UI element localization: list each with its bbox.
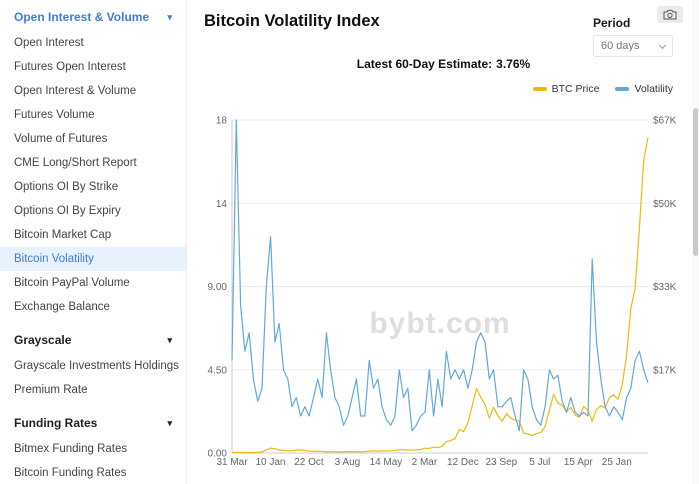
chevron-down-icon: ▾ xyxy=(167,335,172,345)
x-axis-tick-label: 31 Mar xyxy=(216,457,248,468)
legend-label: BTC Price xyxy=(551,83,600,95)
section-header-open-interest-volume[interactable]: Open Interest & Volume ▾ xyxy=(0,2,186,31)
sidebar: Open Interest & Volume ▾ Open Interest F… xyxy=(0,0,187,484)
left-axis-tick-label: 0.00 xyxy=(208,449,228,460)
left-axis-tick-label: 4.50 xyxy=(208,365,228,376)
legend-btc-price[interactable]: BTC Price xyxy=(532,83,600,95)
sidebar-item-futures-open-interest[interactable]: Futures Open Interest xyxy=(14,61,126,73)
x-axis-tick-label: 10 Jan xyxy=(255,457,285,468)
sidebar-item-bitcoin-paypal-volume[interactable]: Bitcoin PayPal Volume xyxy=(14,277,130,289)
volatility-marker-icon xyxy=(615,87,630,91)
volatility-line xyxy=(231,119,649,432)
left-axis-tick-label: 9.00 xyxy=(208,282,228,293)
sidebar-item-exchange-balance[interactable]: Exchange Balance xyxy=(14,301,110,313)
period-select[interactable]: 60 days xyxy=(593,35,673,57)
chevron-down-icon: ▾ xyxy=(167,418,172,428)
btc-price-marker-icon xyxy=(532,87,547,91)
x-axis-tick-label: 3 Aug xyxy=(335,457,361,468)
sidebar-item-bitcoin-volatility[interactable]: Bitcoin Volatility xyxy=(0,247,186,271)
sidebar-section-grayscale: Grayscale ▾ Grayscale Investments Holdin… xyxy=(0,325,186,402)
screenshot-button[interactable] xyxy=(657,6,683,23)
sidebar-item-options-oi-by-expiry[interactable]: Options OI By Expiry xyxy=(14,205,121,217)
left-axis-tick-label: 14 xyxy=(216,199,228,210)
estimate-value: 3.76% xyxy=(496,57,531,71)
sidebar-item-grayscale-investments-holdings[interactable]: Grayscale Investments Holdings xyxy=(14,360,179,372)
scrollbar[interactable] xyxy=(692,0,699,484)
x-axis-tick-label: 5 Jul xyxy=(529,457,550,468)
chevron-down-icon xyxy=(658,41,667,49)
x-axis-tick-label: 25 Jan xyxy=(602,457,632,468)
x-axis-tick-label: 14 May xyxy=(370,457,403,468)
watermark-text: bybt.com xyxy=(369,307,510,340)
period-control: Period 60 days xyxy=(593,16,673,57)
btc-price-line xyxy=(231,137,649,454)
camera-icon xyxy=(663,9,677,20)
sidebar-item-futures-volume[interactable]: Futures Volume xyxy=(14,109,95,121)
estimate-prefix: Latest 60-Day Estimate: xyxy=(356,57,493,71)
right-axis-tick-label: $67K xyxy=(653,116,677,127)
chevron-down-icon: ▾ xyxy=(167,12,172,22)
x-axis-tick-label: 22 Oct xyxy=(294,457,324,468)
left-axis-tick-label: 18 xyxy=(216,116,228,127)
x-axis-tick-label: 2 Mar xyxy=(412,457,438,468)
sidebar-section-funding-rates: Funding Rates ▾ Bitmex Funding Rates Bit… xyxy=(0,408,186,484)
sidebar-item-options-oi-by-strike[interactable]: Options OI By Strike xyxy=(14,181,119,193)
page-title: Bitcoin Volatility Index xyxy=(204,12,380,30)
section-label: Open Interest & Volume xyxy=(14,10,150,24)
sidebar-item-volume-of-futures[interactable]: Volume of Futures xyxy=(14,133,108,145)
sidebar-section-open-interest-volume: Open Interest & Volume ▾ Open Interest F… xyxy=(0,2,186,319)
x-axis-tick-label: 15 Apr xyxy=(564,457,594,468)
legend-label: Volatility xyxy=(634,83,673,95)
sidebar-item-open-interest-and-volume[interactable]: Open Interest & Volume xyxy=(14,85,137,97)
period-value: 60 days xyxy=(601,40,640,52)
x-axis-tick-label: 12 Dec xyxy=(447,457,479,468)
volatility-chart[interactable]: 0.00 4.50 9.00 14 18 $17K $33K $50K $67K 31 Mar 10… xyxy=(198,98,690,470)
chart-legend: BTC Price Volatility xyxy=(532,83,673,95)
legend-volatility[interactable]: Volatility xyxy=(615,83,673,95)
estimate-text: Latest 60-Day Estimate: 3.76% xyxy=(188,57,699,71)
sidebar-item-bitcoin-market-cap[interactable]: Bitcoin Market Cap xyxy=(14,229,112,241)
right-axis-tick-label: $33K xyxy=(653,282,677,293)
sidebar-item-cme-long-short-report[interactable]: CME Long/Short Report xyxy=(14,157,137,169)
right-axis-tick-label: $50K xyxy=(653,199,677,210)
sidebar-item-open-interest[interactable]: Open Interest xyxy=(14,37,84,49)
sidebar-item-bitcoin-funding-rates[interactable]: Bitcoin Funding Rates xyxy=(14,467,127,479)
period-label: Period xyxy=(593,16,631,30)
section-label: Funding Rates xyxy=(14,416,98,430)
section-header-funding-rates[interactable]: Funding Rates ▾ xyxy=(0,408,186,437)
sidebar-item-premium-rate[interactable]: Premium Rate xyxy=(14,384,88,396)
right-axis-tick-label: $17K xyxy=(653,365,677,376)
section-label: Grayscale xyxy=(14,333,72,347)
sidebar-item-bitmex-funding-rates[interactable]: Bitmex Funding Rates xyxy=(14,443,128,455)
scrollbar-thumb[interactable] xyxy=(693,108,698,256)
x-axis-tick-label: 23 Sep xyxy=(486,457,518,468)
main-content: Bitcoin Volatility Index Period 60 days … xyxy=(188,0,699,484)
section-header-grayscale[interactable]: Grayscale ▾ xyxy=(0,325,186,354)
